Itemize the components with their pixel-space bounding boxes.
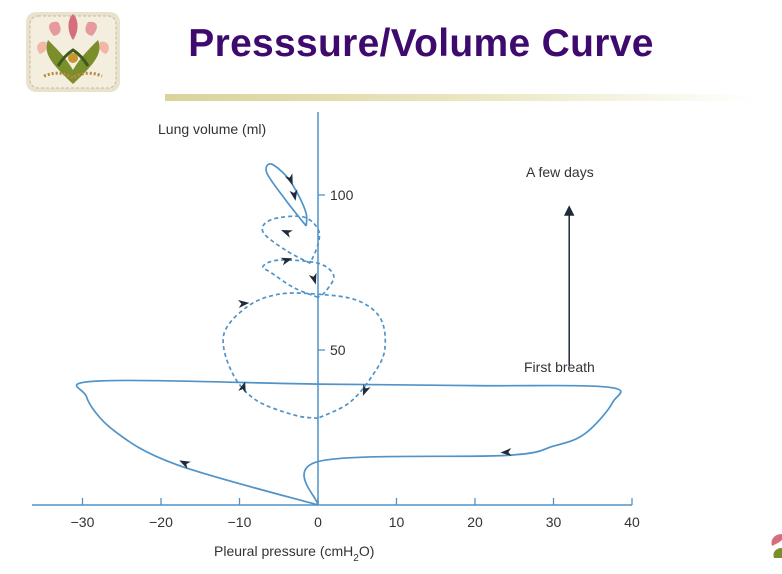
flower-mosaic-logo-small [768, 530, 782, 565]
flower-mosaic-logo [14, 6, 132, 103]
curves [75, 163, 622, 506]
x-tick-label: 40 [624, 514, 640, 530]
direction-arrowhead [308, 272, 317, 285]
direction-arrowhead [284, 173, 293, 186]
direction-arrowhead [280, 257, 293, 266]
direction-arrowhead [362, 384, 371, 396]
direction-arrowhead [289, 189, 298, 201]
x-tick-label: −10 [228, 514, 252, 530]
pv-loop-4 [261, 215, 321, 264]
direction-arrowhead [500, 448, 512, 457]
x-axis-label-main: Pleural pressure (cmH [214, 543, 353, 559]
title-underline [165, 94, 755, 101]
y-axis-label: Lung volume (ml) [158, 121, 266, 137]
x-tick-label: −20 [149, 514, 173, 530]
direction-arrowhead [238, 381, 246, 394]
x-axis-label: Pleural pressure (cmH2O) [214, 543, 374, 564]
annotation-first-breath: First breath [524, 359, 595, 375]
direction-arrowhead [238, 300, 250, 308]
axes: −30 −20 −10 0 10 20 30 40 50 100 [32, 112, 640, 530]
y-tick-label: 50 [330, 342, 346, 358]
direction-arrows [179, 173, 512, 469]
annotation-a-few-days: A few days [526, 164, 594, 180]
x-tick-label: 10 [389, 514, 405, 530]
y-tick-label: 100 [330, 187, 354, 203]
pv-loop-5 [265, 163, 308, 227]
x-tick-label: −30 [71, 514, 95, 530]
direction-arrowhead [179, 460, 191, 469]
x-tick-label: 0 [314, 514, 322, 530]
x-axis-label-sub: 2 [353, 553, 359, 564]
x-tick-label: 30 [546, 514, 562, 530]
pv-loop-1 [75, 379, 622, 506]
x-tick-label: 20 [467, 514, 483, 530]
slide-title: Presssure/Volume Curve [188, 22, 654, 65]
pv-loop-3 [262, 259, 335, 299]
x-axis-label-end: O) [359, 543, 375, 559]
direction-arrowhead [281, 229, 293, 238]
pv-loop-2 [222, 292, 387, 420]
